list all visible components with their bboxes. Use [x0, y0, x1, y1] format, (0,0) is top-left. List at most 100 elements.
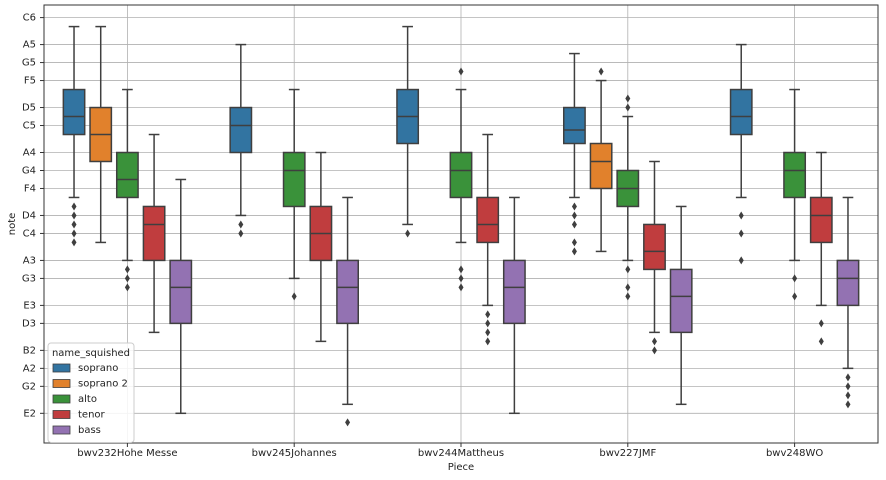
- outlier: [571, 211, 577, 220]
- outlier: [598, 67, 604, 76]
- legend-label: tenor: [78, 410, 106, 421]
- outlier: [792, 292, 798, 301]
- outlier: [345, 418, 351, 427]
- outlier: [625, 283, 631, 292]
- outlier: [571, 238, 577, 247]
- legend-swatch: [52, 379, 71, 388]
- y-tick-label: G4: [22, 165, 36, 176]
- outlier: [571, 220, 577, 229]
- x-tick-label: bwv232Hohe Messe: [77, 448, 177, 459]
- outlier: [845, 400, 851, 409]
- legend-label: soprano: [78, 363, 118, 374]
- outlier: [651, 337, 657, 346]
- y-axis-label: note: [7, 213, 18, 236]
- plot: [40, 17, 860, 447]
- x-tick-label: bwv244Mattheus: [418, 448, 504, 459]
- y-tick-label: G5: [22, 58, 36, 69]
- box: [62, 88, 86, 136]
- outlier: [405, 229, 411, 238]
- outlier: [738, 211, 744, 220]
- y-tick-label: A5: [23, 40, 36, 51]
- box: [562, 106, 586, 145]
- outlier: [124, 274, 130, 283]
- outlier: [625, 265, 631, 274]
- outlier: [485, 319, 491, 328]
- outlier: [625, 103, 631, 112]
- outlier: [485, 337, 491, 346]
- box: [169, 259, 193, 325]
- y-tick-label: G3: [22, 273, 36, 284]
- box: [229, 106, 253, 154]
- y-tick-label: A3: [23, 255, 36, 266]
- box: [729, 88, 753, 136]
- outlier: [845, 382, 851, 391]
- x-tick-label: bwv245Johannes: [252, 448, 337, 459]
- y-tick-label: G2: [22, 381, 36, 392]
- outlier: [71, 238, 77, 247]
- y-tick-label: A4: [23, 147, 36, 158]
- outlier: [71, 211, 77, 220]
- legend-label: alto: [78, 394, 97, 405]
- outlier: [124, 283, 130, 292]
- legend-swatch: [52, 410, 71, 419]
- outlier: [458, 67, 464, 76]
- box: [502, 259, 526, 325]
- box: [142, 205, 166, 262]
- y-tick-label: A2: [23, 363, 36, 374]
- plot-frame: [43, 4, 879, 444]
- y-tick-label: C4: [23, 228, 36, 239]
- y-tick-label: F4: [24, 183, 36, 194]
- outlier: [71, 220, 77, 229]
- x-axis-label: Piece: [448, 462, 474, 473]
- outlier: [71, 229, 77, 238]
- outlier: [845, 391, 851, 400]
- outlier: [485, 328, 491, 337]
- outlier: [571, 247, 577, 256]
- outlier: [625, 292, 631, 301]
- outlier: [458, 283, 464, 292]
- outlier: [485, 310, 491, 319]
- box: [115, 151, 139, 199]
- outlier: [71, 202, 77, 211]
- box: [589, 142, 613, 190]
- y-tick-label: D3: [22, 318, 36, 329]
- legend-title: name_squished: [52, 348, 130, 359]
- y-tick-label: D4: [22, 210, 36, 221]
- box: [643, 223, 666, 271]
- box: [783, 151, 807, 199]
- outlier: [818, 337, 824, 346]
- x-tick-label: bwv227JMF: [599, 448, 656, 459]
- legend-swatch: [52, 425, 71, 435]
- box: [809, 196, 833, 244]
- outlier: [738, 256, 744, 265]
- y-tick-label: B2: [23, 345, 36, 356]
- box: [836, 259, 860, 307]
- legend-label: bass: [78, 425, 101, 436]
- outlier: [625, 94, 631, 103]
- outlier: [458, 265, 464, 274]
- outlier: [571, 202, 577, 211]
- y-tick-label: E3: [23, 300, 36, 311]
- outlier: [818, 319, 824, 328]
- y-tick-label: C5: [23, 121, 36, 132]
- outlier: [238, 229, 244, 238]
- y-tick-label: E2: [23, 408, 36, 419]
- outlier: [458, 274, 464, 283]
- outlier: [651, 346, 657, 355]
- x-tick-label: bwv248WO: [766, 448, 823, 459]
- outlier: [792, 274, 798, 283]
- y-tick-label: F5: [24, 76, 36, 87]
- box: [282, 151, 306, 208]
- outlier: [238, 220, 244, 229]
- y-tick-label: D5: [22, 103, 36, 114]
- legend-swatch: [52, 394, 71, 404]
- box: [336, 259, 360, 325]
- outlier: [738, 229, 744, 238]
- legend-label: soprano 2: [78, 379, 128, 390]
- outlier: [845, 373, 851, 382]
- y-tick-label: C6: [23, 13, 36, 24]
- box: [476, 196, 500, 244]
- box: [669, 268, 693, 334]
